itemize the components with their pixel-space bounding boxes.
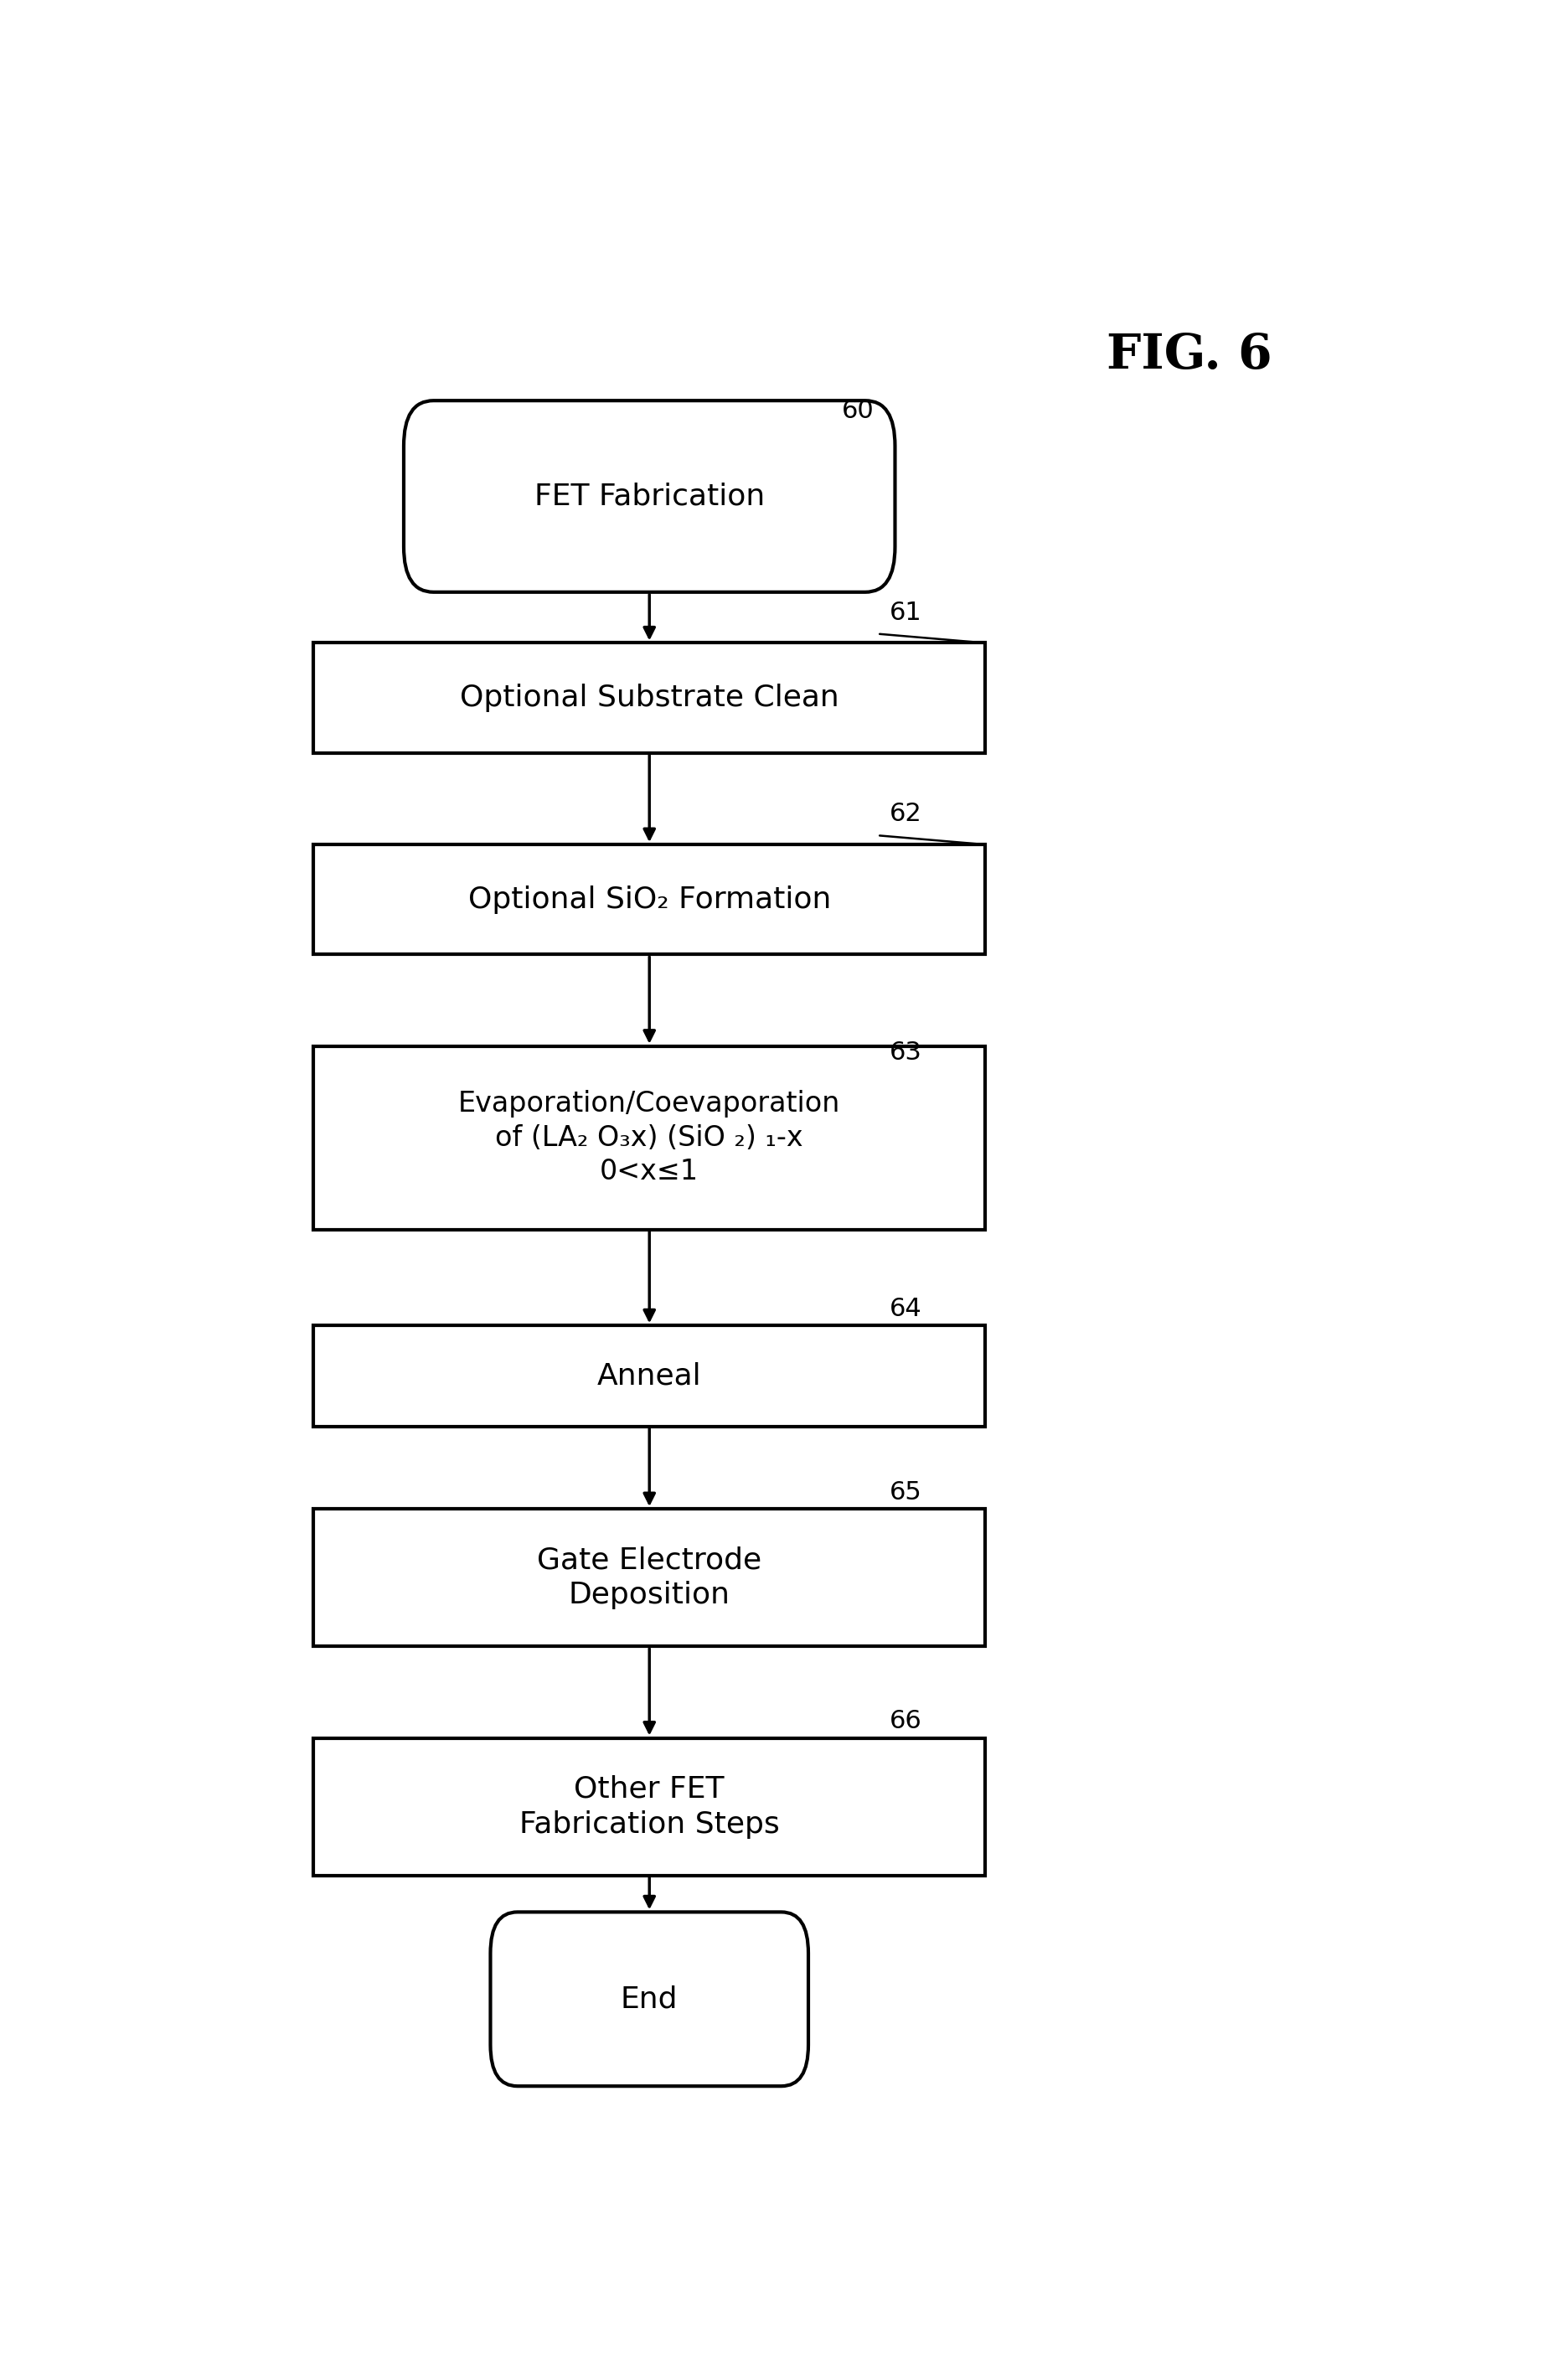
Bar: [313, 1047, 986, 1230]
Text: FIG. 6: FIG. 6: [1107, 331, 1272, 378]
Text: 63: 63: [890, 1040, 923, 1064]
Text: Gate Electrode
Deposition: Gate Electrode Deposition: [537, 1545, 762, 1609]
Bar: [313, 643, 986, 752]
Text: FET Fabrication: FET Fabrication: [534, 483, 765, 512]
Bar: [313, 1737, 986, 1875]
Text: Optional Substrate Clean: Optional Substrate Clean: [460, 683, 839, 712]
Text: 62: 62: [890, 802, 921, 826]
Text: Optional SiO₂ Formation: Optional SiO₂ Formation: [467, 885, 831, 914]
Text: Anneal: Anneal: [598, 1361, 701, 1390]
Text: 61: 61: [890, 600, 921, 624]
Bar: [313, 1509, 986, 1647]
Bar: [313, 845, 986, 954]
Text: Evaporation/Coevaporation
of (LA₂ O₃x) (SiO ₂) ₁-x
0<x≤1: Evaporation/Coevaporation of (LA₂ O₃x) (…: [458, 1090, 841, 1185]
FancyBboxPatch shape: [404, 400, 895, 593]
Text: End: End: [621, 1985, 678, 2013]
Text: 60: 60: [842, 400, 873, 424]
Bar: [313, 1326, 986, 1426]
Text: 66: 66: [890, 1709, 921, 1733]
FancyBboxPatch shape: [491, 1911, 808, 2087]
Text: Other FET
Fabrication Steps: Other FET Fabrication Steps: [519, 1775, 780, 1837]
Text: 65: 65: [890, 1480, 921, 1504]
Text: 64: 64: [890, 1297, 921, 1321]
